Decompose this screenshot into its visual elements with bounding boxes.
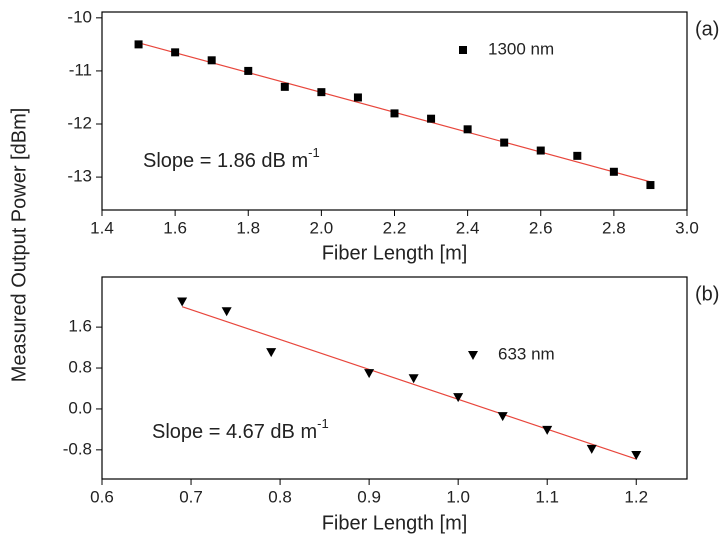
marker bbox=[646, 181, 655, 190]
marker bbox=[171, 48, 180, 57]
marker bbox=[244, 66, 253, 75]
marker bbox=[427, 114, 436, 123]
marker bbox=[536, 146, 545, 155]
marker bbox=[317, 88, 326, 97]
x-tick-label: 0.6 bbox=[90, 487, 114, 506]
marker bbox=[497, 412, 508, 422]
marker bbox=[353, 93, 362, 102]
marker bbox=[221, 307, 232, 317]
x-tick-label: 3.0 bbox=[675, 218, 699, 237]
marker bbox=[408, 374, 419, 384]
x-tick-label: 2.0 bbox=[310, 218, 334, 237]
marker bbox=[134, 40, 143, 49]
x-tick-label: 0.8 bbox=[268, 487, 292, 506]
marker bbox=[463, 125, 472, 134]
marker bbox=[390, 109, 399, 118]
marker bbox=[280, 82, 289, 91]
x-tick-label: 2.8 bbox=[602, 218, 626, 237]
y-tick-label: -13 bbox=[67, 167, 92, 186]
legend-marker bbox=[459, 46, 467, 54]
x-tick-label: 0.9 bbox=[357, 487, 381, 506]
marker bbox=[177, 297, 188, 307]
x-tick-label: 1.1 bbox=[535, 487, 559, 506]
annotation: Slope = 1.86 dB m-1 bbox=[143, 145, 320, 172]
y-axis-label: Measured Output Power [dBm] bbox=[8, 108, 30, 383]
x-tick-label: 1.2 bbox=[624, 487, 648, 506]
legend-label: 1300 nm bbox=[488, 39, 554, 58]
plot-frame bbox=[101, 276, 688, 480]
x-tick-label: 1.4 bbox=[90, 218, 114, 237]
marker bbox=[364, 369, 375, 379]
y-tick-label: -10 bbox=[67, 7, 92, 26]
y-tick-label: -12 bbox=[67, 113, 92, 132]
panel-label: (b) bbox=[695, 283, 719, 305]
x-tick-label: 1.8 bbox=[236, 218, 260, 237]
y-tick-label: 1.6 bbox=[68, 317, 92, 336]
annotation-superscript: -1 bbox=[317, 416, 329, 431]
marker bbox=[207, 56, 216, 65]
marker bbox=[266, 348, 277, 358]
legend-label: 633 nm bbox=[498, 344, 555, 363]
legend-marker bbox=[468, 351, 478, 360]
x-tick-label: 1.6 bbox=[163, 218, 187, 237]
marker bbox=[631, 450, 642, 460]
x-tick-label: 2.2 bbox=[383, 218, 407, 237]
annotation-text: Slope = 4.67 dB m bbox=[152, 421, 317, 443]
y-tick-label: -0.8 bbox=[63, 439, 92, 458]
panel-label: (a) bbox=[695, 18, 719, 40]
y-tick-label: -11 bbox=[69, 60, 92, 79]
x-tick-label: 2.6 bbox=[529, 218, 553, 237]
x-axis-label: Fiber Length [m] bbox=[322, 242, 468, 264]
fit-line bbox=[181, 306, 637, 460]
annotation-text: Slope = 1.86 dB m bbox=[143, 150, 308, 172]
annotation-superscript: -1 bbox=[308, 145, 320, 160]
marker bbox=[500, 138, 509, 147]
x-axis-label: Fiber Length [m] bbox=[322, 512, 468, 534]
x-tick-label: 2.4 bbox=[456, 218, 480, 237]
marker bbox=[586, 444, 597, 454]
y-tick-label: 0.0 bbox=[68, 398, 92, 417]
x-tick-label: 1.0 bbox=[446, 487, 470, 506]
marker bbox=[453, 393, 464, 403]
annotation: Slope = 4.67 dB m-1 bbox=[152, 416, 329, 443]
marker bbox=[609, 167, 618, 176]
x-tick-label: 0.7 bbox=[179, 487, 203, 506]
y-tick-label: 0.8 bbox=[68, 358, 92, 377]
marker bbox=[542, 425, 553, 435]
marker bbox=[573, 151, 582, 160]
